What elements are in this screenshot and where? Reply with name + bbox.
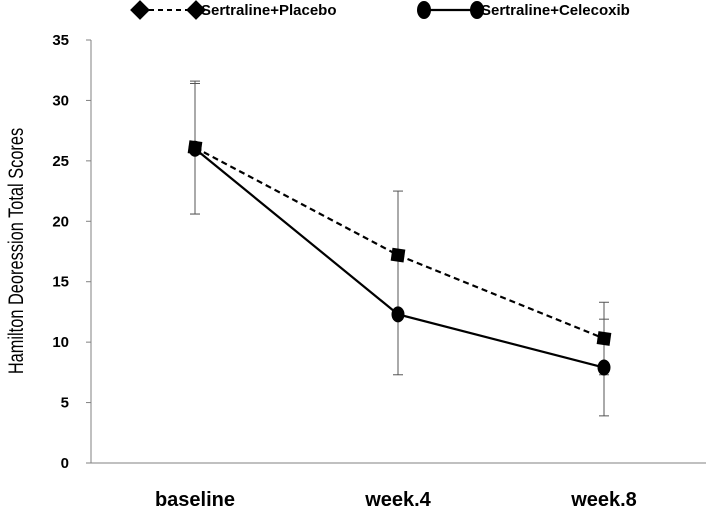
legend-marker-celecoxib-left <box>417 1 431 19</box>
legend-marker-celecoxib-right <box>470 1 484 19</box>
y-ticks: 0 5 10 15 20 25 30 35 <box>52 32 91 472</box>
y-tick-label: 25 <box>52 153 69 170</box>
legend-label-placebo: Sertraline+Placebo <box>201 2 336 19</box>
y-tick-label: 20 <box>52 213 69 230</box>
x-ticks: baseline week.4 week.8 <box>155 489 637 509</box>
y-tick-label: 0 <box>61 455 69 472</box>
axes: 0 5 10 15 20 25 30 35 baseline week.4 week.8 <box>52 32 706 509</box>
data-point-placebo <box>390 247 406 263</box>
legend: Sertraline+Placebo Sertraline+Celecoxib <box>130 0 630 20</box>
data-point-celecoxib <box>188 140 202 157</box>
data-point-celecoxib <box>597 359 611 376</box>
y-tick-label: 5 <box>61 395 69 412</box>
y-tick-label: 10 <box>52 334 69 351</box>
plot-area <box>187 80 612 417</box>
y-tick-label: 15 <box>52 274 69 291</box>
legend-entry-celecoxib: Sertraline+Celecoxib <box>417 1 630 19</box>
x-tick-label: baseline <box>155 489 235 509</box>
data-point-placebo <box>596 331 612 346</box>
legend-marker-placebo-left <box>130 0 150 20</box>
x-tick-label: week.4 <box>364 489 431 509</box>
legend-entry-placebo: Sertraline+Placebo <box>130 0 336 20</box>
x-tick-label: week.8 <box>570 489 637 509</box>
y-tick-label: 35 <box>52 32 69 49</box>
y-axis-label: Hamilton Deoression Total Scores <box>4 128 27 374</box>
y-tick-label: 30 <box>52 92 69 109</box>
legend-label-celecoxib: Sertraline+Celecoxib <box>481 2 630 19</box>
data-point-celecoxib <box>391 306 405 323</box>
